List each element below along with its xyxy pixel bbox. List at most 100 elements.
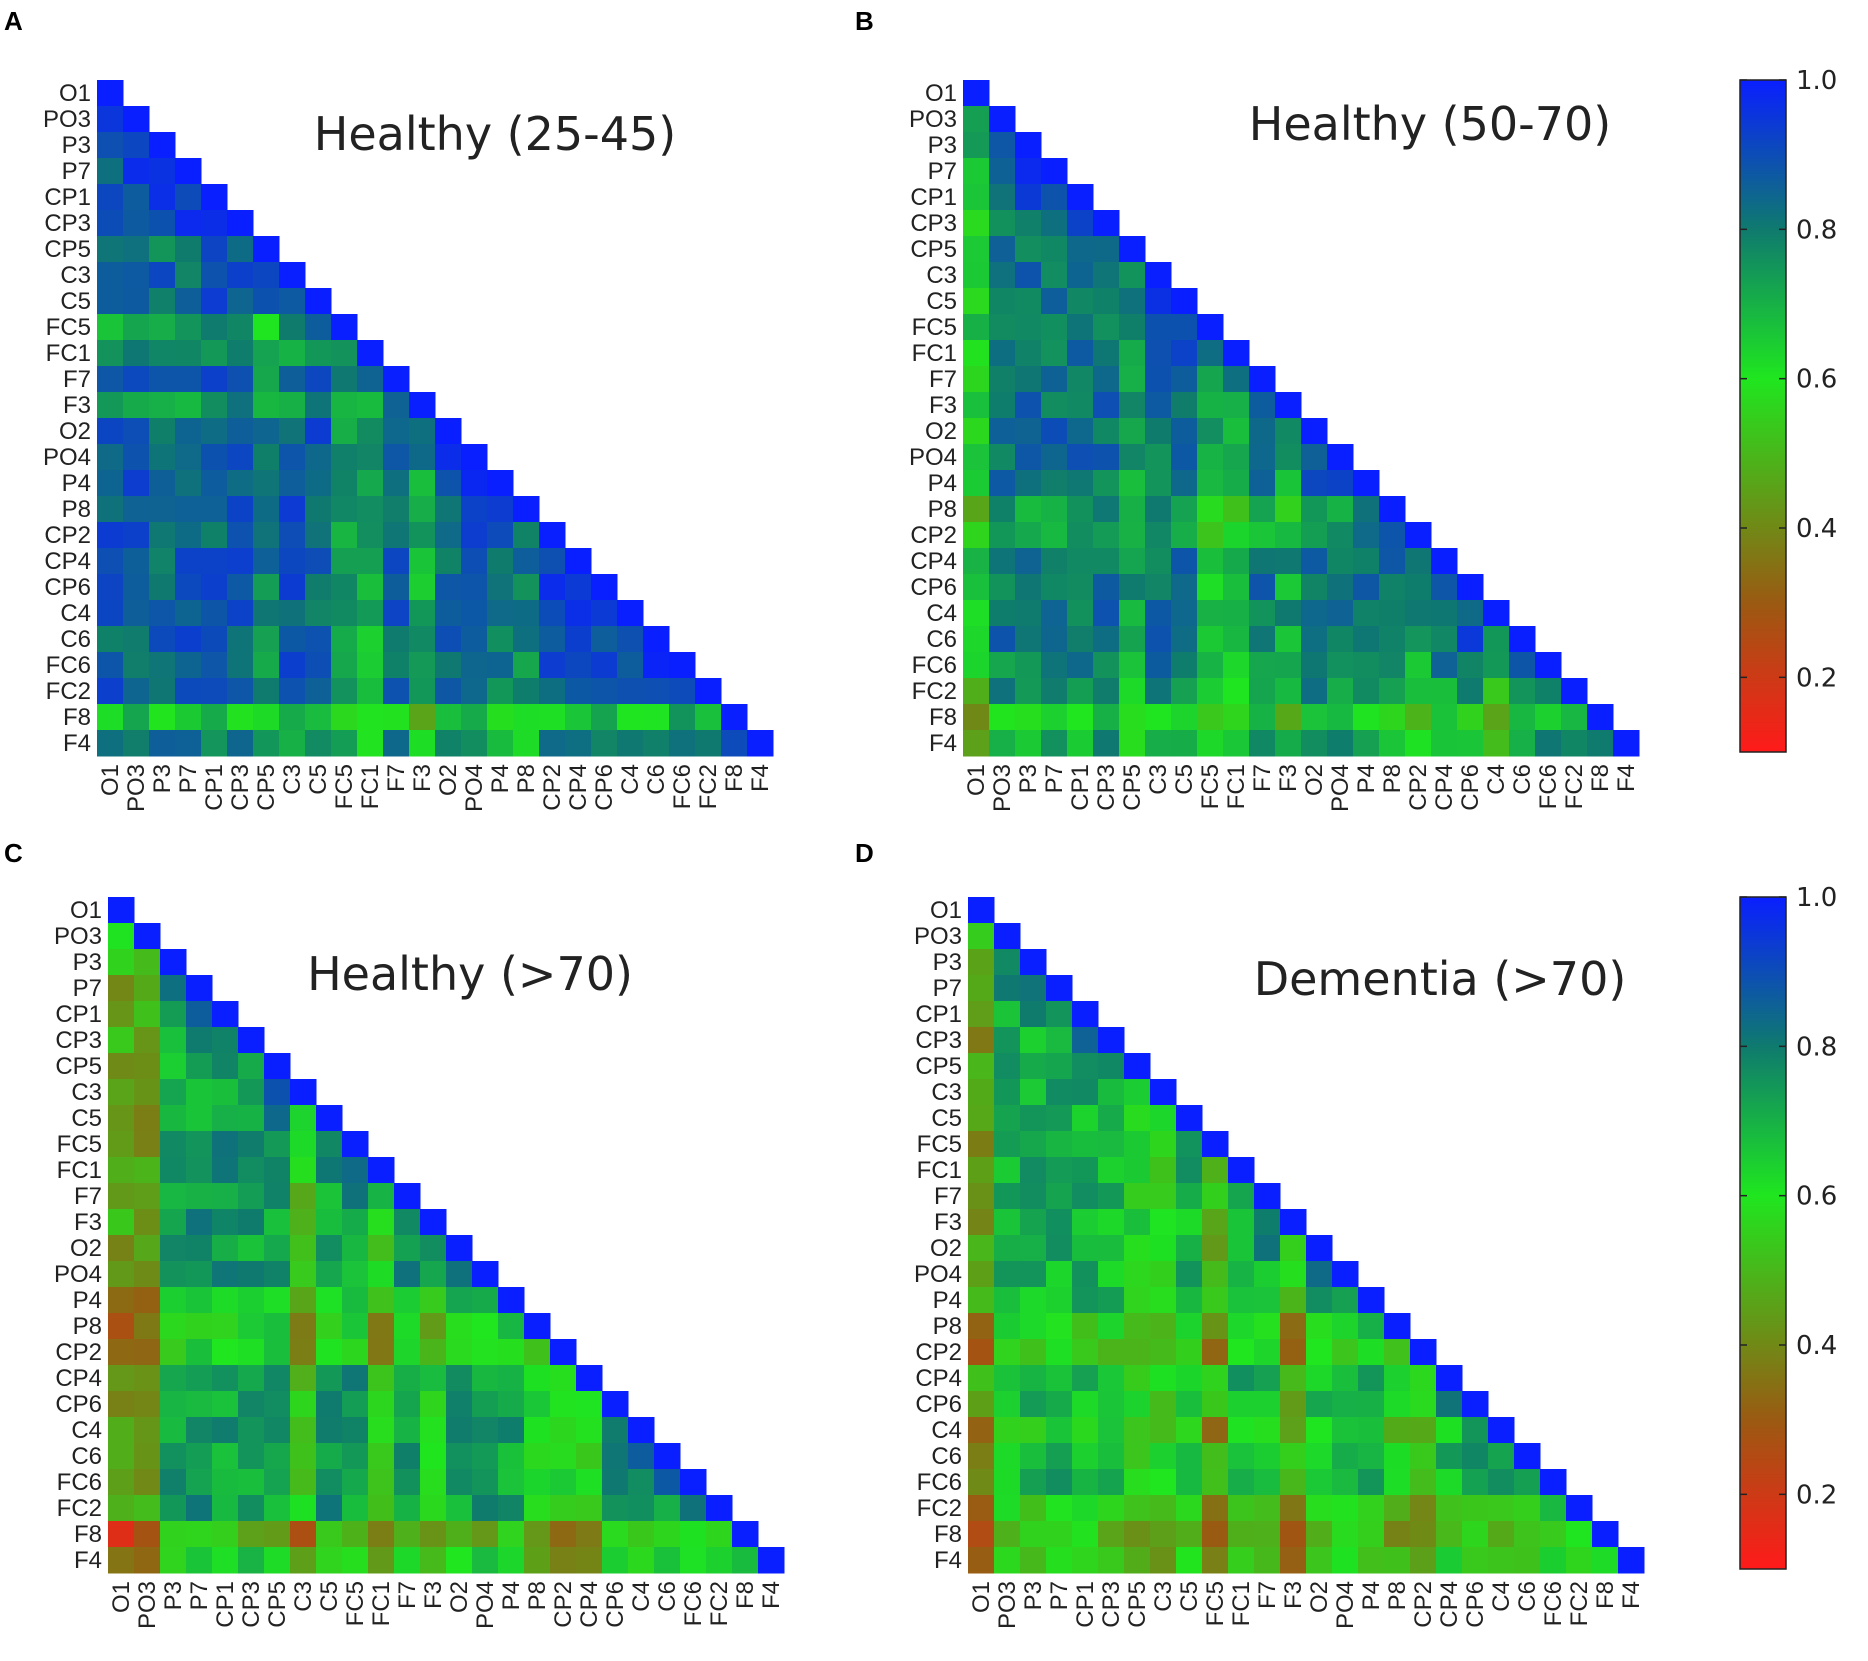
heatmap-cell bbox=[1275, 444, 1302, 471]
heatmap-cell bbox=[989, 132, 1016, 159]
heatmap-cell bbox=[186, 1079, 213, 1106]
heatmap-cell bbox=[721, 704, 748, 731]
heatmap-cell bbox=[1332, 1313, 1359, 1340]
heatmap-cell bbox=[1379, 600, 1406, 627]
heatmap-cell bbox=[1301, 652, 1328, 679]
heatmap-cell bbox=[368, 1209, 395, 1236]
y-tick-label: P7 bbox=[933, 975, 962, 1002]
heatmap-cell bbox=[201, 210, 228, 237]
heatmap-cell bbox=[1041, 392, 1068, 419]
heatmap-cell bbox=[654, 1521, 681, 1548]
heatmap-cell bbox=[186, 1313, 213, 1340]
heatmap-cell bbox=[1124, 1521, 1151, 1548]
heatmap-cell bbox=[1457, 678, 1484, 705]
heatmap-cell bbox=[368, 1261, 395, 1288]
heatmap-cell bbox=[1145, 340, 1172, 367]
colorbar-tick-label: 0.8 bbox=[1796, 215, 1837, 245]
y-tick-label: FC1 bbox=[46, 340, 91, 367]
heatmap-cell bbox=[108, 1521, 135, 1548]
heatmap-cell bbox=[134, 1521, 161, 1548]
heatmap-cell bbox=[160, 1365, 187, 1392]
heatmap-cell bbox=[1145, 600, 1172, 627]
heatmap-cell bbox=[108, 1079, 135, 1106]
heatmap-cell bbox=[487, 730, 514, 757]
heatmap-cell bbox=[1197, 626, 1224, 653]
heatmap-cell bbox=[1197, 418, 1224, 445]
y-tick-label: C5 bbox=[60, 288, 91, 315]
heatmap-cell bbox=[989, 106, 1016, 133]
heatmap-cell bbox=[279, 496, 306, 523]
heatmap-cell bbox=[963, 730, 990, 757]
heatmap-cell bbox=[550, 1443, 577, 1470]
heatmap-cell bbox=[1093, 314, 1120, 341]
heatmap-cell bbox=[368, 1391, 395, 1418]
y-tick-label: F8 bbox=[929, 704, 957, 731]
heatmap-cell bbox=[1223, 600, 1250, 627]
heatmap-cell bbox=[994, 1235, 1021, 1262]
heatmap-cell bbox=[1015, 470, 1042, 497]
heatmap-cell bbox=[1098, 1391, 1125, 1418]
heatmap-cell bbox=[1067, 340, 1094, 367]
heatmap-cell bbox=[1275, 522, 1302, 549]
heatmap-cell bbox=[1098, 1495, 1125, 1522]
x-tick-label: CP2 bbox=[539, 764, 566, 811]
heatmap-cell bbox=[1145, 262, 1172, 289]
heatmap-cell bbox=[420, 1391, 447, 1418]
heatmap-cell bbox=[290, 1209, 317, 1236]
heatmap-cell bbox=[1015, 730, 1042, 757]
heatmap-cell bbox=[1228, 1443, 1255, 1470]
heatmap-cell bbox=[472, 1287, 499, 1314]
heatmap-cell bbox=[212, 1183, 239, 1210]
heatmap-cell bbox=[238, 1313, 265, 1340]
heatmap-cell bbox=[212, 1131, 239, 1158]
heatmap-cell bbox=[1384, 1469, 1411, 1496]
heatmap-cell bbox=[524, 1417, 551, 1444]
x-tick-label: CP6 bbox=[1462, 1581, 1489, 1628]
heatmap-cell bbox=[394, 1469, 421, 1496]
x-tick-label: C5 bbox=[1171, 764, 1198, 795]
heatmap-cell bbox=[446, 1547, 473, 1574]
heatmap-cell bbox=[963, 574, 990, 601]
heatmap-cell bbox=[989, 548, 1016, 575]
heatmap-cell bbox=[498, 1495, 525, 1522]
heatmap-cell bbox=[383, 548, 410, 575]
heatmap-cell bbox=[1223, 392, 1250, 419]
heatmap-cell bbox=[175, 184, 202, 211]
y-tick-label: FC1 bbox=[912, 340, 957, 367]
heatmap-cell bbox=[1405, 678, 1432, 705]
heatmap-cell bbox=[1176, 1443, 1203, 1470]
heatmap-cell bbox=[1431, 548, 1458, 575]
heatmap-cell bbox=[342, 1443, 369, 1470]
x-tick-label: FC6 bbox=[680, 1581, 707, 1626]
heatmap-cell bbox=[1254, 1209, 1281, 1236]
heatmap-cell bbox=[1410, 1547, 1437, 1574]
heatmap-cell bbox=[264, 1131, 291, 1158]
x-tick-label: CP4 bbox=[1436, 1581, 1463, 1628]
heatmap-cell bbox=[264, 1547, 291, 1574]
heatmap-cell bbox=[1072, 1391, 1099, 1418]
heatmap-cell bbox=[227, 522, 254, 549]
heatmap-cell bbox=[1332, 1443, 1359, 1470]
y-tick-label: P3 bbox=[928, 132, 957, 159]
heatmap-cell bbox=[994, 1417, 1021, 1444]
heatmap-cell bbox=[134, 1261, 161, 1288]
x-tick-label: P7 bbox=[186, 1581, 213, 1610]
heatmap-cell bbox=[550, 1391, 577, 1418]
heatmap-cell bbox=[1176, 1105, 1203, 1132]
heatmap-cell bbox=[149, 600, 176, 627]
heatmap-cell bbox=[123, 366, 150, 393]
heatmap-cell bbox=[1327, 496, 1354, 523]
heatmap-cell bbox=[968, 1053, 995, 1080]
x-tick-label: P3 bbox=[1015, 764, 1042, 793]
heatmap-cell bbox=[963, 132, 990, 159]
heatmap-cell bbox=[279, 730, 306, 757]
heatmap-cell bbox=[963, 106, 990, 133]
heatmap-cell bbox=[212, 1417, 239, 1444]
heatmap-cell bbox=[331, 314, 358, 341]
heatmap-cell bbox=[175, 158, 202, 185]
heatmap-cell bbox=[1046, 1209, 1073, 1236]
heatmap-cell bbox=[591, 600, 618, 627]
heatmap-cell bbox=[305, 626, 332, 653]
x-tick-label: P7 bbox=[1041, 764, 1068, 793]
heatmap-cell bbox=[1145, 626, 1172, 653]
